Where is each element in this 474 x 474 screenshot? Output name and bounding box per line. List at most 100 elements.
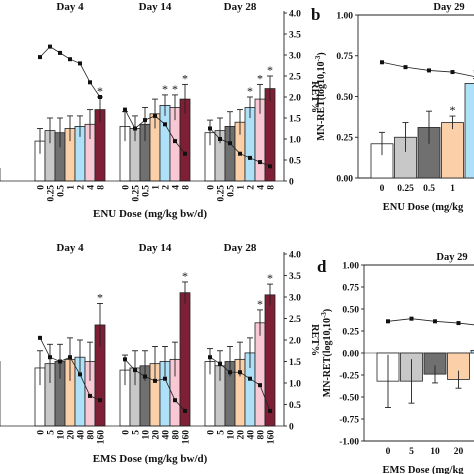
ret-point	[183, 408, 187, 413]
y2-tick-label: 0	[289, 422, 294, 432]
ret-line	[39, 46, 101, 98]
day-group: * * Day 28 0 5 10 20 40 80 160	[204, 242, 277, 444]
y2-axis-title: RET%	[309, 324, 320, 356]
bar	[470, 349, 474, 354]
x-tick-label: 8	[0, 185, 2, 190]
ret-point	[123, 357, 127, 362]
group-title: Day 28	[224, 242, 257, 254]
y-tick-label: -0.75	[339, 415, 359, 425]
y-axis-title-superscript: -3	[320, 312, 328, 318]
ret-point	[68, 57, 72, 62]
day-group: * * * Day 28 0 0.25 0.5 1 2 4 8	[204, 1, 277, 202]
ret-point	[258, 383, 262, 388]
y-tick-label: 0.25	[342, 327, 359, 337]
x-axis-title: ENU Dose (mg/kg	[383, 202, 464, 213]
y2-tick-label: 3.0	[289, 51, 301, 61]
ret-line	[381, 61, 474, 77]
ret-point	[48, 44, 52, 49]
ret-point	[48, 355, 52, 360]
significance-star: *	[162, 82, 168, 96]
significance-star: *	[267, 271, 273, 285]
y-tick-label: 0.00	[336, 174, 353, 184]
ret-point	[456, 321, 461, 326]
y2-tick-label: 0.5	[289, 156, 301, 166]
ret-point	[228, 141, 232, 146]
ret-point	[238, 151, 242, 156]
y2-tick-label: 4.0	[289, 9, 301, 19]
x-tick-label: 8	[182, 185, 192, 190]
ret-point	[78, 372, 82, 377]
x-tick-label: 20	[454, 447, 464, 457]
ret-point	[386, 319, 390, 324]
x-tick-label: 0.25	[217, 185, 227, 202]
x-tick-label: 8	[97, 185, 107, 190]
x-tick-label: 5	[47, 430, 57, 435]
ret-point	[450, 70, 455, 75]
panel-title: Day 29	[433, 2, 464, 13]
ret-point	[88, 393, 92, 398]
x-tick-label: 2	[162, 185, 172, 190]
y2-tick-label: 2.5	[289, 72, 301, 82]
y-axis-title-main: MN-RET(log10,10	[322, 318, 333, 397]
x-tick-label: 0.5	[142, 185, 152, 197]
x-tick-label: 10	[430, 447, 440, 457]
ret-point	[238, 370, 242, 375]
y2-tick-label: 1.0	[289, 135, 301, 145]
y2-tick-label: 0.5	[289, 401, 301, 411]
ret-point	[268, 164, 272, 169]
x-tick-label: 0	[380, 184, 385, 194]
y-tick-label: -1.00	[339, 437, 359, 447]
ret-point	[88, 80, 92, 85]
x-tick-label: 2	[247, 185, 257, 190]
x-tick-label: 20	[67, 430, 77, 440]
group-title: Day 4	[56, 1, 84, 13]
group-title: Day 14	[139, 1, 172, 13]
y-axis-title-superscript: -3	[314, 55, 322, 61]
x-tick-label: 80	[87, 430, 97, 440]
ret-point	[38, 335, 42, 340]
ret-point	[133, 126, 137, 131]
y2-tick-label: 2.0	[289, 336, 301, 346]
significance-star: *	[172, 82, 178, 96]
y-axis-title-main: MN-RET(log10,10	[316, 62, 327, 141]
x-tick-label: 1	[67, 185, 77, 190]
y-axis-title-close: )	[322, 309, 333, 312]
significance-star: *	[182, 71, 188, 85]
ret-point	[248, 376, 252, 381]
x-tick-label: 40	[77, 430, 87, 440]
x-tick-label: 160	[97, 430, 107, 445]
bar	[464, 83, 474, 179]
y-tick-label: 0.50	[336, 93, 353, 103]
y-tick-label: 1.00	[336, 11, 353, 21]
ret-point	[68, 355, 72, 360]
ret-point	[153, 378, 157, 383]
significance-star: *	[257, 297, 263, 311]
x-tick-label: 1	[237, 185, 247, 190]
ret-point	[163, 376, 167, 381]
ret-point	[163, 122, 167, 127]
ret-point	[218, 137, 222, 141]
day-group: * * * Day 14 0 0.25 0.5 1 2 4 8	[119, 1, 192, 202]
bar	[244, 107, 256, 182]
x-tick-label: 80	[257, 430, 267, 440]
x-tick-label: 1	[450, 184, 455, 194]
ret-line	[387, 318, 474, 326]
x-tick-label: 0	[37, 185, 47, 190]
y2-tick-label: 2.0	[289, 93, 301, 103]
x-tick-label: 5	[409, 447, 414, 457]
y-tick-label: -0.50	[339, 393, 359, 403]
x-tick-label: 40	[162, 430, 172, 440]
ret-point	[173, 398, 177, 403]
x-axis-title: ENU Dose (mg/kg bw/d)	[93, 208, 207, 220]
x-tick-label: 0.5	[423, 184, 435, 194]
x-tick-label: 10	[142, 430, 152, 440]
x-tick-label: 8	[267, 185, 277, 190]
day-group: * Day 4 0 5 10 20 40 80 160	[34, 242, 107, 445]
ret-point	[38, 55, 42, 60]
bar	[264, 294, 276, 427]
y2-tick-label: 4.0	[289, 250, 301, 260]
bar	[441, 122, 464, 179]
significance-star: *	[257, 71, 263, 85]
significance-star: *	[97, 84, 103, 98]
